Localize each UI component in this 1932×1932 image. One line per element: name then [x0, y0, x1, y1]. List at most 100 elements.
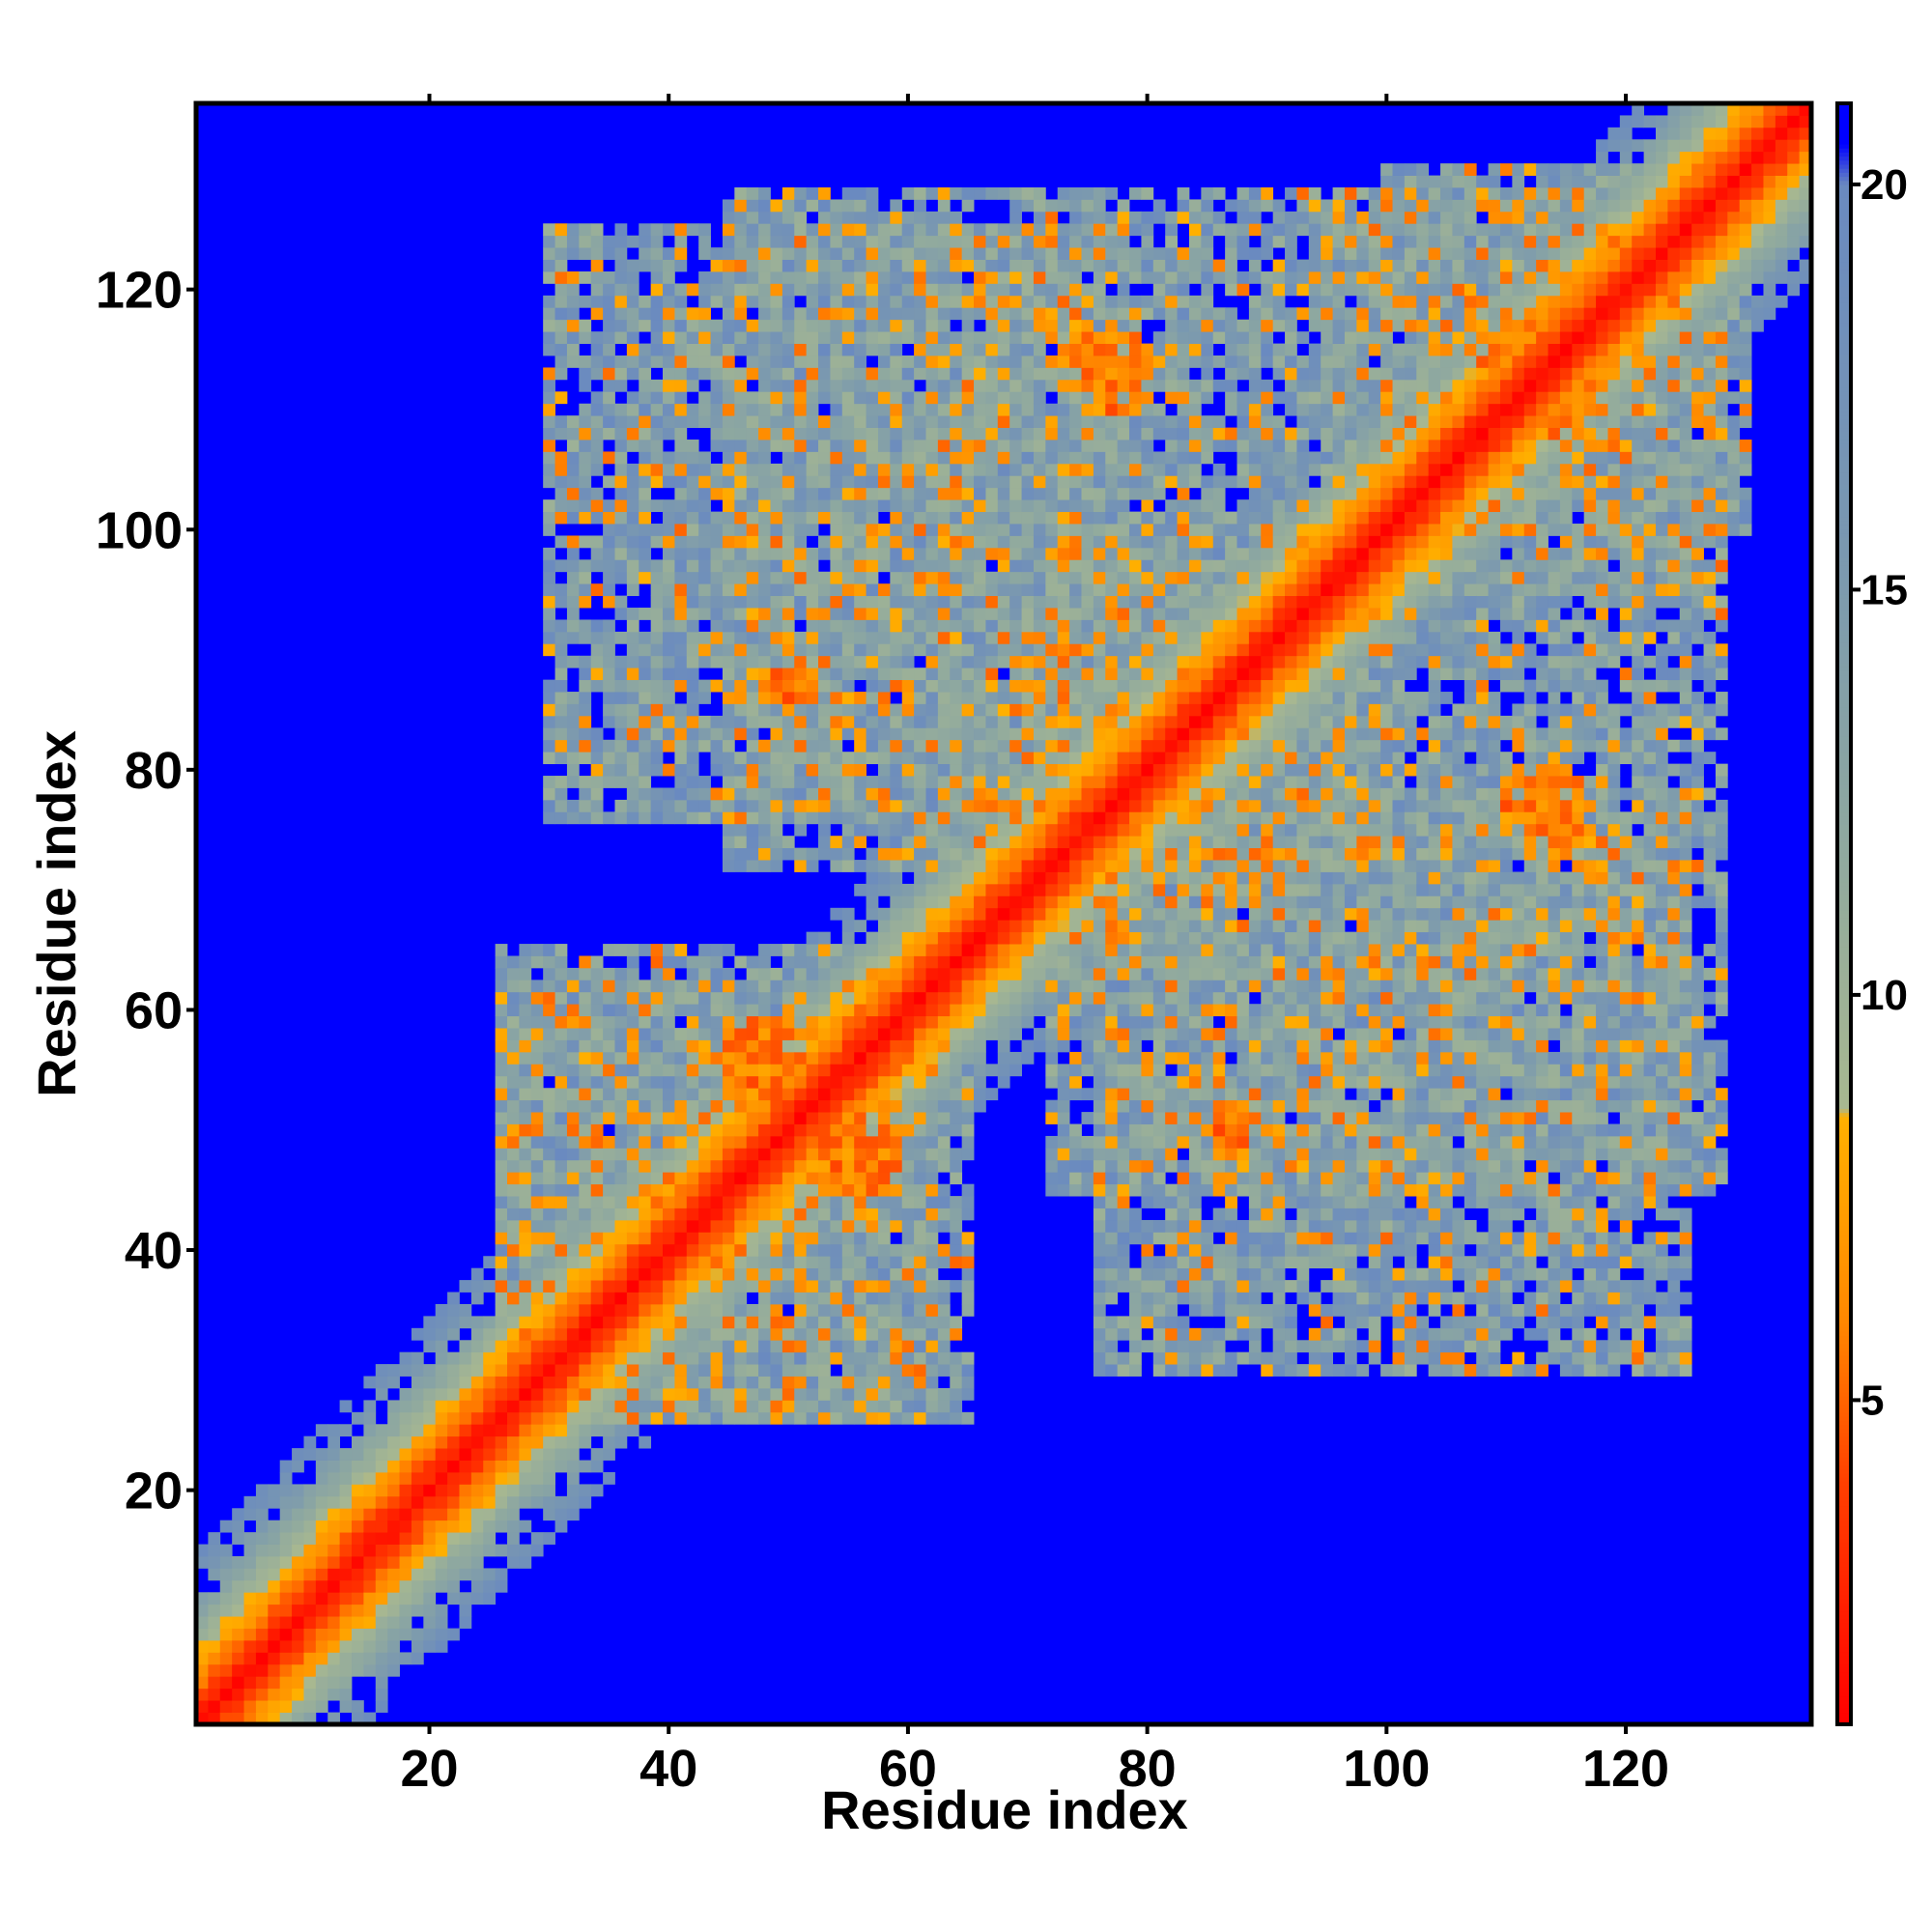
heatmap-cell	[794, 1387, 808, 1401]
heatmap-cell	[997, 487, 1010, 500]
heatmap-cell	[997, 944, 1010, 956]
heatmap-cell	[1057, 259, 1070, 272]
heatmap-cell	[781, 608, 795, 620]
heatmap-cell	[854, 655, 867, 668]
heatmap-cell	[590, 559, 604, 573]
heatmap-cell	[961, 739, 975, 753]
heatmap-cell	[663, 1112, 675, 1124]
heatmap-cell	[818, 1243, 831, 1257]
heatmap-cell	[974, 524, 986, 536]
heatmap-cell	[590, 1316, 604, 1329]
heatmap-cell	[698, 571, 711, 584]
heatmap-cell	[674, 619, 688, 633]
heatmap-cell	[554, 1267, 568, 1281]
heatmap-cell	[925, 403, 939, 416]
heatmap-cell	[495, 1292, 508, 1305]
heatmap-cell	[268, 1700, 281, 1713]
heatmap-cell	[937, 1183, 951, 1197]
heatmap-cell	[901, 883, 915, 896]
heatmap-cell	[1093, 655, 1106, 668]
heatmap-cell	[710, 608, 724, 620]
heatmap-cell	[674, 1351, 688, 1365]
heatmap-cell	[626, 1424, 639, 1437]
heatmap-cell	[818, 595, 831, 609]
heatmap-cell	[890, 535, 903, 549]
heatmap-cell	[937, 715, 951, 728]
heatmap-cell	[686, 1280, 699, 1293]
heatmap-cell	[1021, 860, 1035, 872]
heatmap-cell	[698, 1196, 711, 1208]
heatmap-cell	[770, 692, 783, 704]
heatmap-cell	[734, 955, 748, 969]
heatmap-cell	[770, 1280, 783, 1293]
heatmap-cell	[1021, 1004, 1035, 1017]
heatmap-cell	[710, 427, 724, 440]
heatmap-cell	[746, 1327, 759, 1341]
heatmap-cell	[985, 343, 999, 356]
heatmap-cell	[854, 319, 867, 332]
heatmap-cell	[914, 271, 926, 284]
heatmap-cell	[399, 1532, 412, 1545]
heatmap-cell	[639, 1219, 652, 1233]
heatmap-cell	[1093, 571, 1106, 584]
heatmap-cell	[1009, 295, 1022, 308]
heatmap-cell	[303, 1532, 317, 1545]
heatmap-cell	[734, 1039, 748, 1053]
heatmap-cell	[1033, 1039, 1046, 1053]
heatmap-cell	[566, 1303, 580, 1317]
heatmap-cell	[854, 583, 867, 597]
heatmap-cell	[650, 559, 664, 573]
heatmap-cell	[327, 1663, 341, 1677]
heatmap-cell	[734, 415, 748, 428]
heatmap-cell	[292, 1616, 304, 1629]
heatmap-cell	[961, 524, 975, 536]
heatmap-cell	[1069, 223, 1082, 237]
heatmap-cell	[781, 1387, 795, 1401]
heatmap-cell	[543, 811, 555, 825]
heatmap-cell	[794, 1183, 808, 1197]
heatmap-cell	[914, 1340, 926, 1353]
heatmap-cell	[590, 451, 604, 465]
heatmap-cell	[937, 211, 951, 224]
heatmap-cell	[339, 1471, 353, 1485]
heatmap-cell	[554, 307, 568, 321]
heatmap-cell	[554, 235, 568, 248]
heatmap-cell	[914, 535, 926, 549]
heatmap-cell	[950, 1376, 963, 1389]
heatmap-cell	[543, 1435, 555, 1449]
heatmap-cell	[543, 1364, 555, 1377]
heatmap-cell	[674, 511, 688, 525]
heatmap-cell	[507, 1208, 520, 1221]
heatmap-cell	[818, 931, 831, 945]
heatmap-cell	[877, 1039, 891, 1053]
heatmap-cell	[1081, 1064, 1094, 1077]
heatmap-cell	[974, 752, 986, 765]
heatmap-cell	[447, 1495, 460, 1509]
heatmap-cell	[590, 1028, 604, 1040]
heatmap-cell	[614, 1075, 628, 1089]
heatmap-cell	[854, 511, 867, 525]
heatmap-cell	[794, 1064, 808, 1077]
heatmap-cell	[1105, 1148, 1119, 1161]
heatmap-cell	[674, 1148, 688, 1161]
heatmap-cell	[1093, 440, 1106, 452]
heatmap-cell	[292, 1652, 304, 1665]
heatmap-cell	[435, 1555, 448, 1569]
heatmap-cell	[914, 199, 926, 213]
heatmap-cell	[507, 1099, 520, 1113]
heatmap-cell	[686, 1135, 699, 1149]
heatmap-cell	[794, 1208, 808, 1221]
heatmap-cell	[794, 1411, 808, 1425]
heatmap-cell	[925, 259, 939, 272]
heatmap-cell	[961, 1099, 975, 1113]
heatmap-cell	[758, 763, 771, 777]
heatmap-cell	[614, 1123, 628, 1137]
heatmap-cell	[1093, 319, 1106, 332]
heatmap-cell	[890, 223, 903, 237]
heatmap-cell	[614, 692, 628, 704]
heatmap-cell	[686, 811, 699, 825]
heatmap-cell	[961, 631, 975, 644]
heatmap-cell	[1021, 955, 1035, 969]
heatmap-cell	[937, 355, 951, 368]
heatmap-cell	[1033, 776, 1046, 788]
